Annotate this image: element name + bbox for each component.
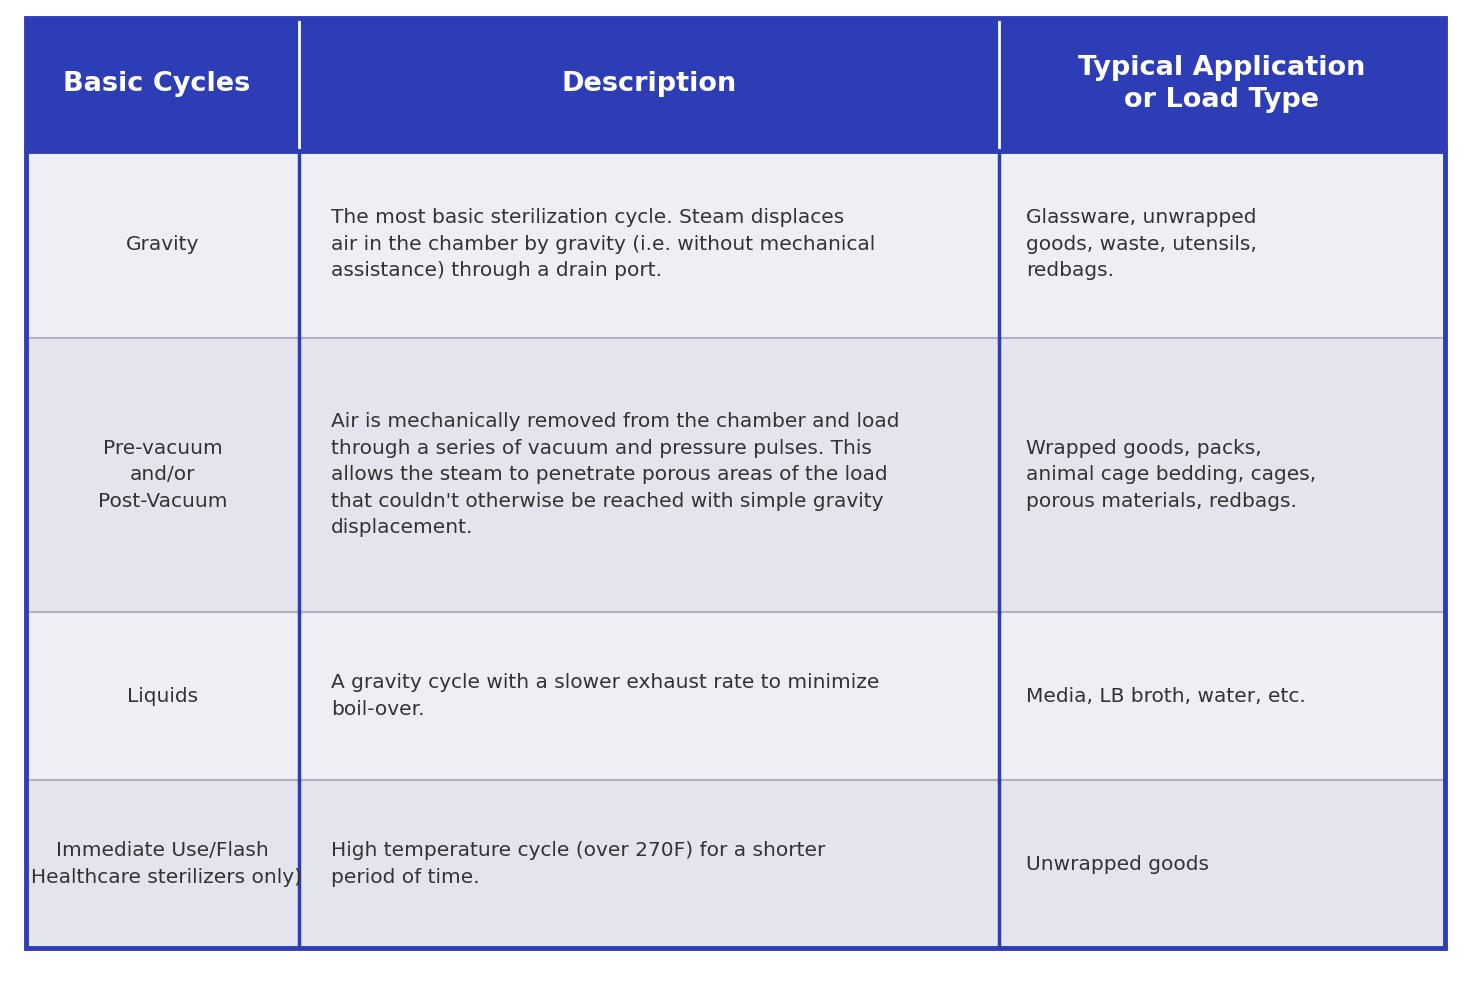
Text: Immediate Use/Flash
(Healthcare sterilizers only): Immediate Use/Flash (Healthcare steriliz… [24, 841, 302, 887]
FancyBboxPatch shape [26, 612, 1445, 780]
Text: A gravity cycle with a slower exhaust rate to minimize
boil-over.: A gravity cycle with a slower exhaust ra… [331, 673, 880, 719]
Text: Typical Application
or Load Type: Typical Application or Load Type [1078, 55, 1365, 114]
Text: Air is mechanically removed from the chamber and load
through a series of vacuum: Air is mechanically removed from the cha… [331, 413, 900, 537]
Text: High temperature cycle (over 270F) for a shorter
period of time.: High temperature cycle (over 270F) for a… [331, 841, 825, 887]
Text: Gravity: Gravity [127, 234, 199, 254]
Text: Description: Description [562, 71, 737, 98]
Text: Liquids: Liquids [127, 687, 199, 706]
Text: Pre-vacuum
and/or
Post-Vacuum: Pre-vacuum and/or Post-Vacuum [99, 439, 228, 510]
FancyBboxPatch shape [26, 780, 1445, 948]
Text: Unwrapped goods: Unwrapped goods [1025, 854, 1209, 873]
FancyBboxPatch shape [26, 151, 1445, 338]
Text: Wrapped goods, packs,
animal cage bedding, cages,
porous materials, redbags.: Wrapped goods, packs, animal cage beddin… [1025, 439, 1317, 510]
Text: The most basic sterilization cycle. Steam displaces
air in the chamber by gravit: The most basic sterilization cycle. Stea… [331, 208, 875, 280]
Text: Media, LB broth, water, etc.: Media, LB broth, water, etc. [1025, 687, 1305, 706]
FancyBboxPatch shape [26, 338, 1445, 612]
Text: Basic Cycles: Basic Cycles [63, 71, 250, 98]
FancyBboxPatch shape [26, 18, 1445, 151]
Text: Glassware, unwrapped
goods, waste, utensils,
redbags.: Glassware, unwrapped goods, waste, utens… [1025, 208, 1256, 280]
